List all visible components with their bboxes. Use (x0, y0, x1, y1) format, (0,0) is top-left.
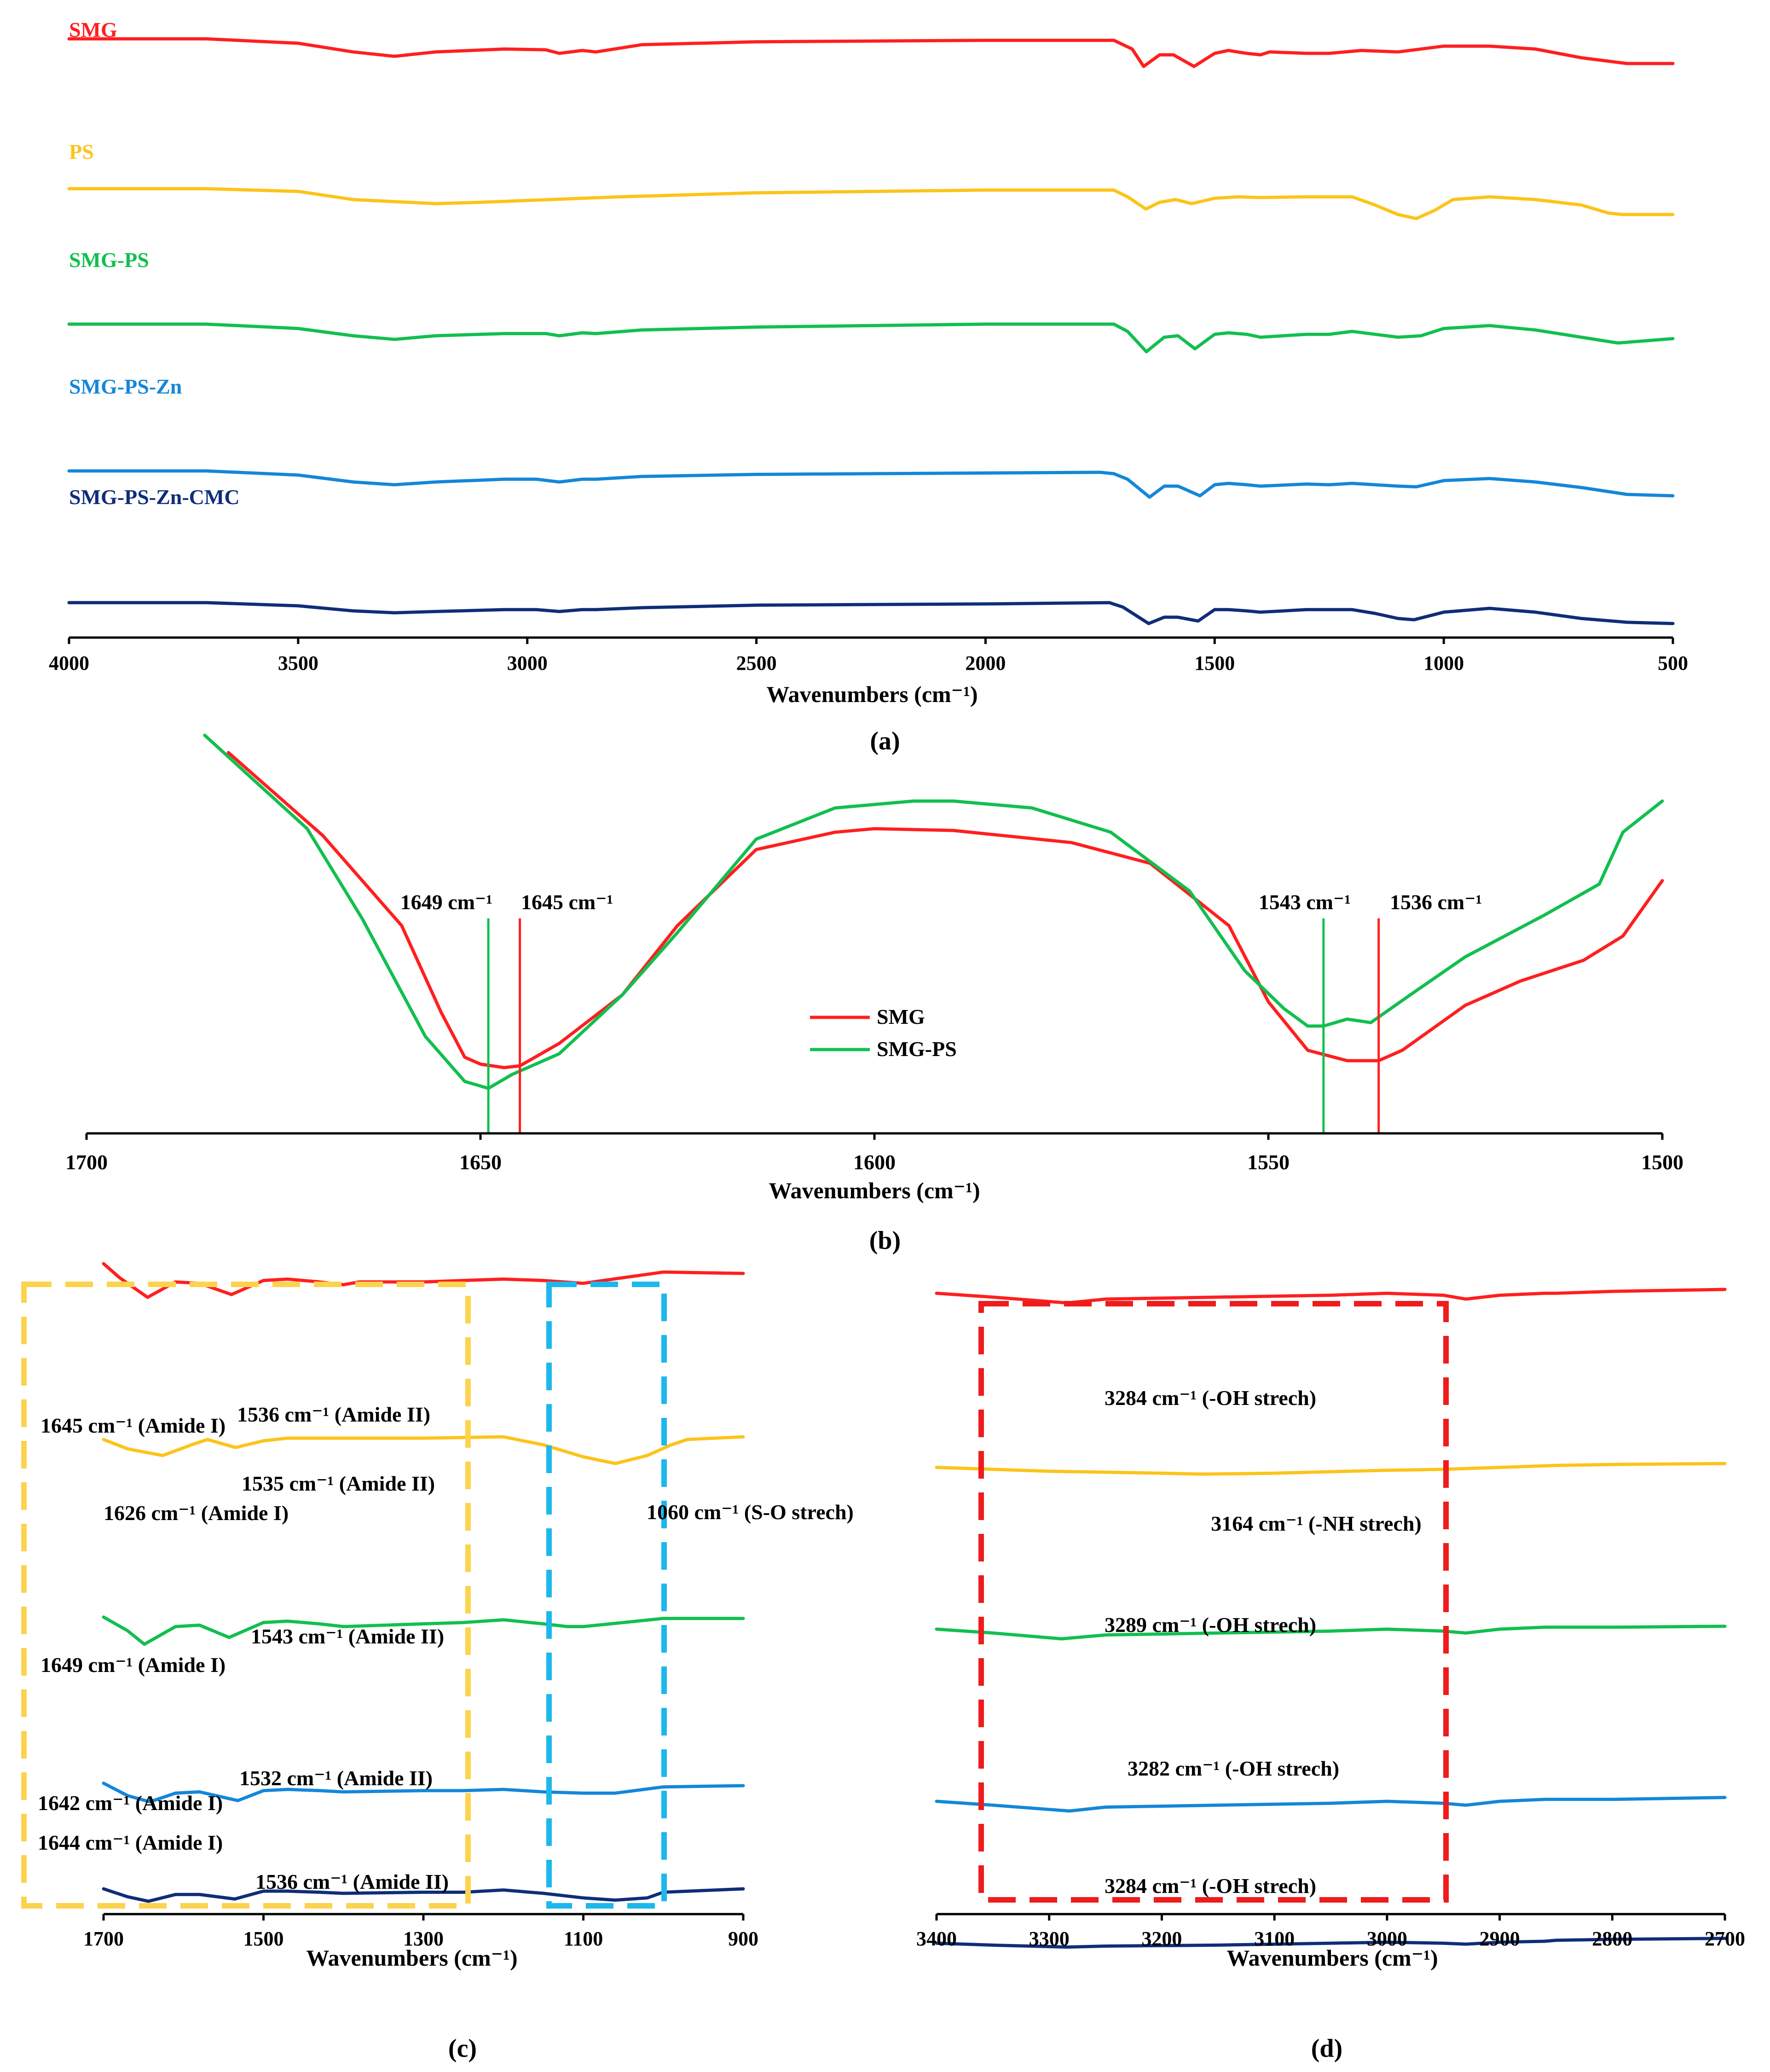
panel-b-annotations: 1649 cm⁻¹ 1645 cm⁻¹ 1543 cm⁻¹ 1536 cm⁻¹ (400, 890, 1482, 914)
panel-d-line-ps (935, 1462, 1727, 1476)
panel-d-line-smg (935, 1288, 1727, 1305)
panel-a-line-smg (67, 37, 1675, 68)
c-annotation-smg-amide-i: 1645 cm⁻¹ (Amide I) (40, 1414, 226, 1437)
panel-a-tick-label-1500: 1500 (1194, 652, 1235, 674)
series-label-ps: PS (69, 140, 94, 163)
panel-a-caption: (a) (870, 727, 900, 755)
panel-c-ticks: 1700 1500 1300 1100 900 (83, 1914, 758, 1950)
panel-b: 1700 1650 1600 1550 1500 1649 cm⁻¹ 1645 cm⁻¹… (65, 733, 1683, 1255)
series-label-smg: SMG (69, 18, 117, 41)
panel-b-tick-label-1650: 1650 (459, 1150, 502, 1174)
d-annotation-ps: 3164 cm⁻¹ (-NH strech) (1211, 1512, 1421, 1535)
panel-a-tick-label-2000: 2000 (965, 652, 1006, 674)
panel-d-tick-label-3200: 3200 (1141, 1927, 1182, 1950)
c-annotation-zn-amide-i: 1642 cm⁻¹ (Amide I) (38, 1791, 223, 1815)
c-annotation-cmc-amide-i: 1644 cm⁻¹ (Amide I) (38, 1831, 223, 1854)
panel-a-tick-label-3000: 3000 (507, 652, 548, 674)
panel-c-tick-label-1700: 1700 (83, 1927, 124, 1950)
c-annotation-smgps-amide-i: 1649 cm⁻¹ (Amide I) (40, 1653, 226, 1677)
panel-d-tick-label-3100: 3100 (1254, 1927, 1295, 1950)
panel-d-line-smg-ps-zn (935, 1796, 1727, 1813)
panel-d-ticks: 3400 3300 3200 3100 3000 2900 2800 2700 (916, 1914, 1745, 1950)
panel-b-legend: SMG SMG-PS (810, 1005, 957, 1061)
panel-a-tick-label-4000: 4000 (49, 652, 89, 674)
panel-a-line-smg-ps (67, 322, 1675, 354)
panel-c-line-smg-ps (102, 1615, 745, 1646)
panel-b-x-axis-title: Wavenumbers (cm⁻¹) (769, 1178, 980, 1203)
amide-region-box (21, 1282, 471, 1909)
panel-a-legend-labels: SMG PS SMG-PS SMG-PS-Zn SMG-PS-Zn-CMC (69, 18, 240, 509)
panel-c-line-ps (102, 1435, 745, 1465)
panel-b-tick-label-1500: 1500 (1641, 1150, 1683, 1174)
c-annotation-ps-so: 1060 cm⁻¹ (S-O strech) (647, 1500, 854, 1524)
panel-c-line-smg-ps-zn-cmc (102, 1887, 745, 1903)
panel-d-tick-label-3400: 3400 (916, 1927, 957, 1950)
sulfate-region-box (546, 1282, 667, 1909)
panel-a-tick-label-1000: 1000 (1423, 652, 1464, 674)
c-annotation-smg-amide-ii: 1536 cm⁻¹ (Amide II) (237, 1403, 430, 1426)
panel-c-caption: (c) (448, 2034, 477, 2063)
d-annotation-smg: 3284 cm⁻¹ (-OH strech) (1105, 1386, 1316, 1410)
panel-a-tick-label-2500: 2500 (736, 652, 777, 674)
panel-d-annotations: 3284 cm⁻¹ (-OH strech) 3164 cm⁻¹ (-NH st… (1105, 1386, 1422, 1898)
panel-d-tick-label-2700: 2700 (1705, 1927, 1745, 1950)
panel-c: 1700 1500 1300 1100 900 1645 cm⁻¹ (Amide I) … (21, 1262, 854, 2063)
panel-c-tick-label-1100: 1100 (564, 1927, 603, 1950)
panel-c-tick-label-1300: 1300 (403, 1927, 444, 1950)
panel-d-line-smg-ps-zn-cmc (935, 1937, 1727, 1949)
annotation-1649: 1649 cm⁻¹ (400, 890, 492, 914)
panel-d: 3400 3300 3200 3100 3000 2900 2800 2700 3284 cm… (916, 1288, 1745, 2063)
panel-a-x-axis-title: Wavenumbers (cm⁻¹) (766, 681, 978, 707)
panel-c-x-axis-title: Wavenumbers (cm⁻¹) (306, 1945, 517, 1971)
legend-label-smg-ps: SMG-PS (877, 1037, 957, 1061)
panel-c-line-smg (102, 1262, 745, 1299)
panel-b-caption: (b) (869, 1226, 901, 1255)
panel-a-line-smg-ps-zn-cmc (67, 601, 1675, 625)
series-label-smg-ps: SMG-PS (69, 248, 149, 272)
annotation-1543: 1543 cm⁻¹ (1259, 890, 1351, 914)
c-annotation-ps-amide-ii: 1535 cm⁻¹ (Amide II) (242, 1472, 435, 1495)
d-annotation-smg-ps: 3289 cm⁻¹ (-OH strech) (1105, 1613, 1316, 1637)
panel-b-tick-label-1550: 1550 (1247, 1150, 1290, 1174)
panel-a-series (67, 37, 1675, 625)
d-annotation-smg-ps-zn-cmc: 3284 cm⁻¹ (-OH strech) (1105, 1874, 1316, 1898)
panel-b-series (203, 733, 1664, 1090)
panel-a-ticks: 4000 3500 3000 2500 2000 1500 1000 500 (49, 638, 1688, 674)
panel-d-line-smg-ps (935, 1625, 1727, 1641)
panel-c-annotations: 1645 cm⁻¹ (Amide I) 1536 cm⁻¹ (Amide II)… (38, 1403, 854, 1893)
panel-d-series (935, 1288, 1727, 1949)
annotation-1645: 1645 cm⁻¹ (521, 890, 613, 914)
c-annotation-smgps-amide-ii: 1543 cm⁻¹ (Amide II) (251, 1625, 444, 1648)
panel-b-tick-label-1700: 1700 (65, 1150, 108, 1174)
panel-d-tick-label-3000: 3000 (1367, 1927, 1407, 1950)
annotation-1536: 1536 cm⁻¹ (1390, 890, 1482, 914)
panel-d-tick-label-3300: 3300 (1029, 1927, 1070, 1950)
panel-a-line-ps (67, 187, 1675, 221)
panel-d-caption: (d) (1311, 2034, 1342, 2063)
panel-a-tick-label-500: 500 (1658, 652, 1688, 674)
c-annotation-ps-amide-i: 1626 cm⁻¹ (Amide I) (104, 1501, 289, 1525)
panel-b-line-smg (226, 751, 1664, 1069)
panel-a-tick-label-3500: 3500 (278, 652, 318, 674)
panel-d-tick-label-2900: 2900 (1480, 1927, 1520, 1950)
hydroxyl-region-box (978, 1301, 1449, 1903)
panel-b-ticks: 1700 1650 1600 1550 1500 (65, 1133, 1683, 1174)
panel-d-x-axis-title: Wavenumbers (cm⁻¹) (1226, 1945, 1438, 1971)
panel-b-tick-label-1600: 1600 (853, 1150, 896, 1174)
panel-c-line-smg-ps-zn (102, 1782, 745, 1804)
panel-d-tick-label-2800: 2800 (1592, 1927, 1632, 1950)
d-annotation-smg-ps-zn: 3282 cm⁻¹ (-OH strech) (1128, 1757, 1339, 1780)
series-label-smg-ps-zn-cmc: SMG-PS-Zn-CMC (69, 485, 240, 509)
legend-label-smg: SMG (877, 1005, 925, 1028)
panel-a-line-smg-ps-zn (67, 469, 1675, 499)
panel-c-tick-label-900: 900 (728, 1927, 758, 1950)
panel-b-line-smg-ps (203, 733, 1664, 1090)
panel-b-peak-markers (487, 918, 1380, 1133)
series-label-smg-ps-zn: SMG-PS-Zn (69, 375, 182, 398)
c-annotation-cmc-amide-ii: 1536 cm⁻¹ (Amide II) (255, 1870, 449, 1893)
c-annotation-zn-amide-ii: 1532 cm⁻¹ (Amide II) (239, 1766, 433, 1790)
panel-c-tick-label-1500: 1500 (243, 1927, 284, 1950)
panel-a: 4000 3500 3000 2500 2000 1500 1000 500 SMG PS S… (49, 18, 1688, 755)
